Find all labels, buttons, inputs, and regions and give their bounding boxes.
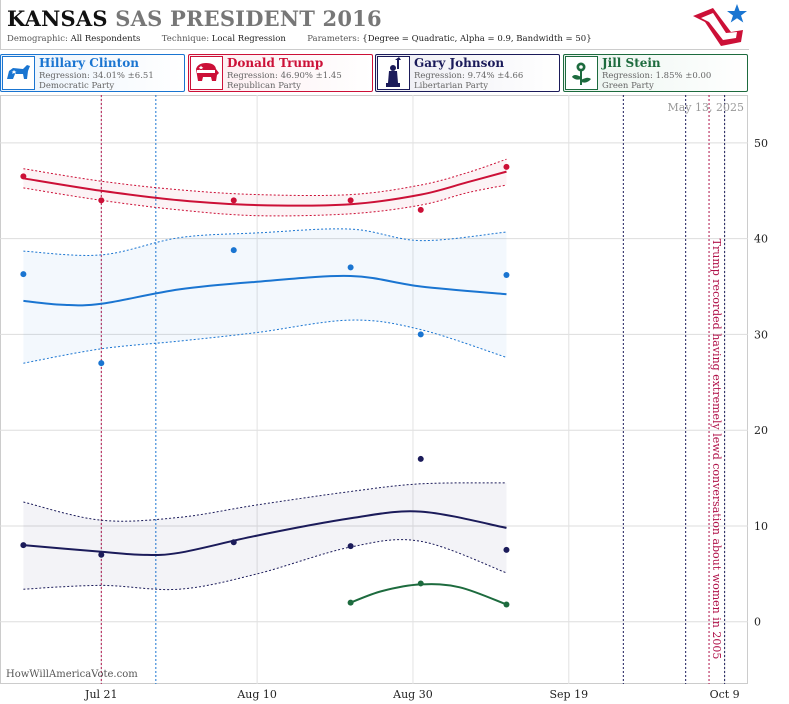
candidate-regression: Regression: 46.90% ±1.45	[227, 71, 342, 81]
candidate-card-stein: Jill Stein Regression: 1.85% ±0.00 Green…	[563, 54, 748, 92]
title-race: SAS PRESIDENT 2016	[115, 6, 382, 31]
candidate-name: Donald Trump	[227, 56, 324, 70]
x-tick-label: Jul 21	[84, 688, 118, 701]
candidate-party: Republican Party	[227, 81, 301, 91]
poll-point	[347, 264, 354, 271]
confidence-lower-line	[23, 319, 507, 364]
poll-point	[230, 247, 237, 254]
poll-point	[20, 271, 27, 278]
candidate-legend: Hillary Clinton Regression: 34.01% ±6.51…	[0, 54, 789, 94]
poll-point	[417, 331, 424, 338]
y-tick-label: 0	[754, 616, 761, 629]
as-of-date: May 13, 2025	[667, 101, 744, 114]
confidence-band	[23, 482, 507, 590]
event-annotation: Trump recorded having extremely lewd con…	[710, 239, 723, 660]
candidate-card-clinton: Hillary Clinton Regression: 34.01% ±6.51…	[0, 54, 185, 92]
candidate-card-johnson: Gary Johnson Regression: 9.74% ±4.66 Lib…	[375, 54, 560, 92]
candidate-regression: Regression: 1.85% ±0.00	[602, 71, 712, 81]
confidence-band	[23, 228, 507, 364]
poll-point	[503, 272, 510, 279]
parameters-label: Parameters:	[307, 34, 360, 44]
x-tick-label: Aug 10	[236, 688, 277, 701]
poll-point	[347, 543, 354, 550]
candidate-party: Green Party	[602, 81, 654, 91]
demographic-value: All Respondents	[70, 34, 141, 44]
poll-point	[503, 546, 510, 553]
y-tick-label: 20	[754, 424, 768, 437]
confidence-lower-line	[23, 184, 507, 217]
candidate-party: Democratic Party	[39, 81, 115, 91]
candidate-name: Gary Johnson	[414, 56, 505, 70]
poll-point	[20, 173, 27, 180]
flower-icon	[565, 56, 598, 90]
elephant-icon	[190, 56, 223, 90]
x-tick-label: Aug 30	[392, 688, 433, 701]
confidence-upper-line	[23, 158, 507, 197]
donkey-icon	[2, 56, 35, 90]
poll-point	[20, 542, 27, 549]
parameters-line: Demographic: All Respondents Technique: …	[7, 34, 592, 44]
y-tick-label: 10	[754, 520, 768, 533]
poll-point	[230, 539, 237, 546]
technique-value: Local Regression	[211, 34, 286, 44]
poll-point	[503, 163, 510, 170]
regression-line	[23, 274, 507, 307]
statue-of-liberty-icon	[377, 56, 410, 90]
poll-point	[347, 599, 354, 606]
poll-point	[98, 551, 105, 558]
candidate-card-trump: Donald Trump Regression: 46.90% ±1.45 Re…	[188, 54, 373, 92]
y-tick-label: 30	[754, 328, 768, 341]
y-tick-label: 50	[754, 137, 768, 150]
candidate-name: Hillary Clinton	[39, 56, 139, 70]
candidate-name: Jill Stein	[602, 56, 661, 70]
site-watermark: HowWillAmericaVote.com	[6, 669, 138, 680]
x-tick-label: Oct 9	[710, 688, 740, 701]
poll-point	[347, 197, 354, 204]
technique-label: Technique:	[161, 34, 210, 44]
poll-point	[98, 197, 105, 204]
poll-point	[230, 197, 237, 204]
poll-point	[503, 601, 510, 608]
demographic-label: Demographic:	[7, 34, 68, 44]
site-logo-icon	[693, 4, 747, 46]
chart-title: KANSAS SAS PRESIDENT 2016	[7, 6, 382, 31]
candidate-party: Libertarian Party	[414, 81, 489, 91]
candidate-regression: Regression: 34.01% ±6.51	[39, 71, 154, 81]
confidence-band	[23, 159, 507, 216]
polling-chart: 0 10 20 30 40 50 Jul 21 Aug 10 Aug 30 Sep 19 Oct 9…	[0, 95, 768, 701]
parameters-value: {Degree = Quadratic, Alpha = 0.9, Bandwi…	[362, 34, 592, 44]
chart-header: KANSAS SAS PRESIDENT 2016 Demographic: A…	[0, 0, 749, 50]
poll-point	[98, 360, 105, 367]
regression-line	[23, 170, 507, 207]
confidence-upper-line	[23, 482, 507, 522]
poll-point	[417, 206, 424, 213]
poll-point	[417, 455, 424, 462]
confidence-upper-line	[23, 228, 507, 256]
y-tick-label: 40	[754, 233, 768, 246]
poll-point	[417, 580, 424, 587]
x-tick-label: Sep 19	[549, 688, 588, 701]
title-state: KANSAS	[7, 6, 108, 31]
candidate-regression: Regression: 9.74% ±4.66	[414, 71, 524, 81]
